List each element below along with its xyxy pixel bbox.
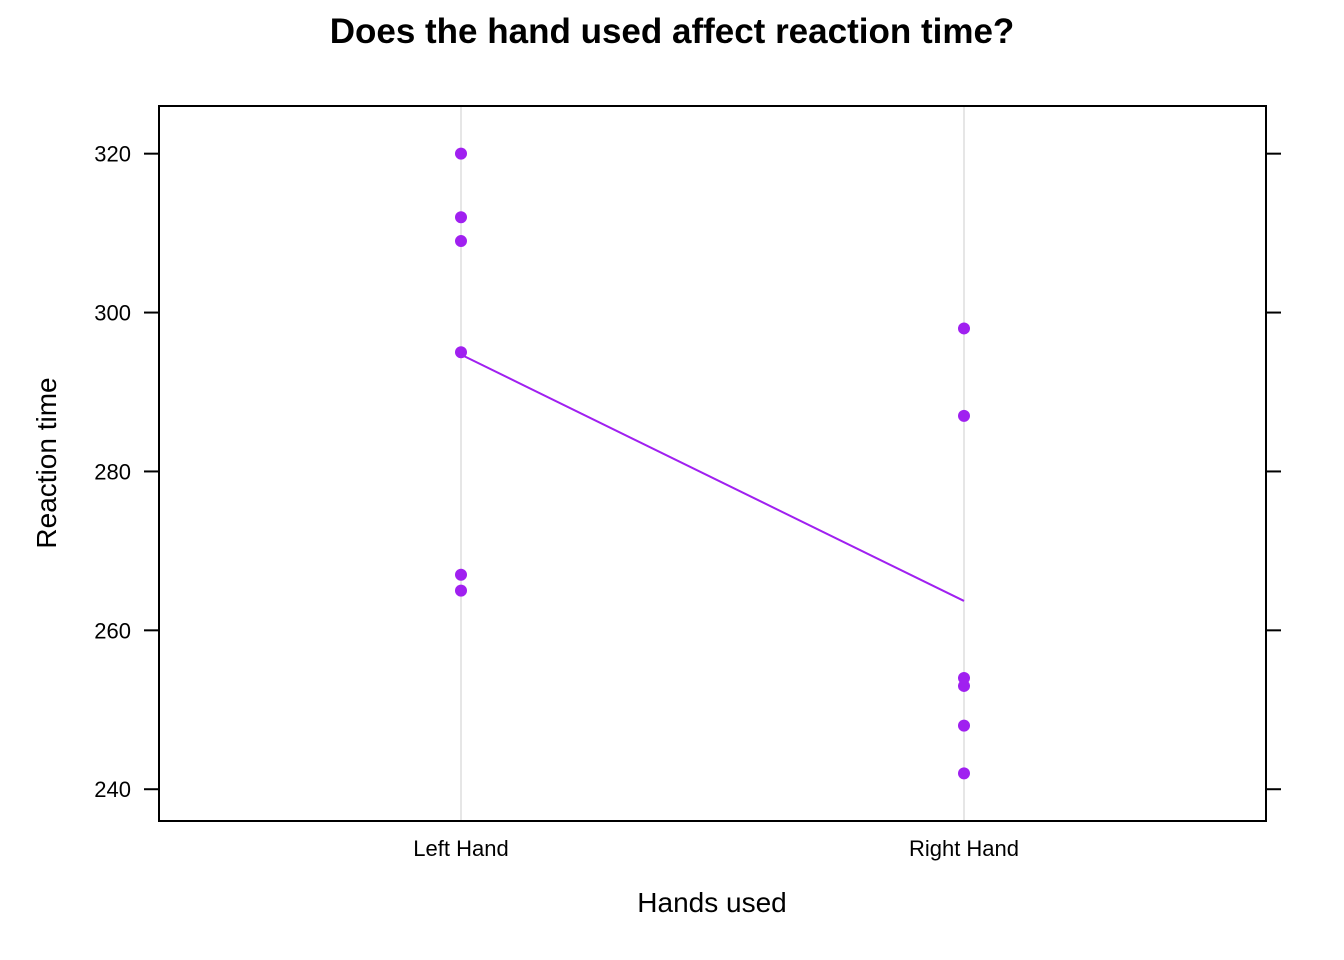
data-point <box>455 235 467 248</box>
x-tick-label: Right Hand <box>909 836 1019 861</box>
data-point <box>455 584 467 597</box>
x-axis-label: Hands used <box>637 887 786 918</box>
y-axis-ticks: 240 260 280 300 320 <box>94 142 1281 802</box>
data-point <box>958 679 970 692</box>
data-point <box>958 719 970 732</box>
plot-frame <box>158 105 1267 822</box>
x-tick-label: Left Hand <box>413 836 508 861</box>
data-point <box>958 409 970 422</box>
y-axis-label: Reaction time <box>31 377 62 548</box>
mean-line-layer <box>460 353 965 602</box>
chart-title: Does the hand used affect reaction time? <box>330 12 1015 51</box>
y-tick-label: 300 <box>94 301 131 326</box>
y-tick-label: 280 <box>94 459 131 484</box>
data-point <box>455 568 467 581</box>
data-point <box>958 322 970 335</box>
x-axis-ticks: Left Hand Right Hand <box>413 836 1019 861</box>
data-point <box>958 767 970 780</box>
y-tick-label: 260 <box>94 618 131 643</box>
data-points <box>455 147 970 780</box>
data-point <box>455 346 467 359</box>
grid-lines <box>460 106 965 821</box>
y-tick-label: 240 <box>94 777 131 802</box>
data-point <box>455 211 467 224</box>
y-tick-label: 320 <box>94 142 131 167</box>
data-point <box>455 147 467 160</box>
mean-line <box>460 353 965 602</box>
